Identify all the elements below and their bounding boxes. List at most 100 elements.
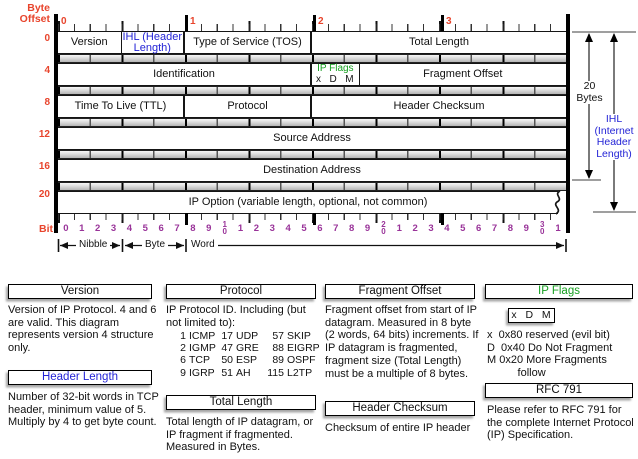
field-tos-cell: Type of Service (TOS) (185, 32, 312, 53)
protocol-number: 2 (180, 342, 186, 355)
protocol-name: IGRP (189, 366, 215, 379)
protocol-table-row: 88 EIGRP (267, 342, 323, 354)
protocol-name: IGMP (189, 342, 216, 355)
bit-number: 7 (174, 223, 180, 234)
top-ruler-bit-ticks (58, 24, 566, 31)
row-separator (58, 86, 566, 95)
protocol-id-table: 1 ICMP 2 IGMP 6 TCP 9 IGRP 17 UDP 47 GRE 50 ESP 51 AH 57… (169, 330, 323, 379)
ruler-number-0: 0 (61, 16, 67, 27)
protocol-name: TCP (189, 354, 210, 367)
byte-scale-label: Byte (142, 239, 169, 251)
panel-title-total-length: Total Length (166, 395, 316, 410)
bit-number: 5 (142, 223, 148, 234)
offset-16: 16 (38, 161, 50, 172)
protocol-name: EIGRP (287, 342, 320, 355)
row-separator (58, 150, 566, 159)
byte-boundary-bar (184, 213, 188, 225)
field-header-checksum-cell: Header Checksum (393, 100, 485, 112)
protocol-table-row: 50 ESP (216, 354, 267, 366)
bit-number: 5 (460, 223, 466, 234)
bit-number: 2 (95, 223, 101, 234)
bit-number: 1 (555, 223, 561, 234)
offset-20: 20 (38, 189, 50, 200)
bit-number: 4 (444, 223, 450, 234)
protocol-table-row: 2 IGMP (169, 342, 216, 354)
panel-title-rfc-791: RFC 791 (485, 383, 633, 398)
protocol-name: UDP (236, 330, 259, 342)
header-row-0: Version IHL (Header Length) Type of Serv… (58, 31, 566, 54)
bit-number: 7 (491, 223, 498, 234)
protocol-name: GRE (236, 342, 259, 355)
header-row-16: Destination Address (58, 159, 566, 182)
panel-body-header-checksum: Checksum of entire IP header (325, 422, 471, 434)
panel-title-version: Version (8, 284, 152, 299)
protocol-number: 1 (180, 330, 186, 342)
protocol-number: 89 (272, 354, 284, 367)
bit-number: 3 (428, 223, 434, 234)
bit-number: 9 (523, 223, 529, 234)
panel-title-fragment-offset: Fragment Offset (325, 284, 475, 299)
field-ip-flags-cell: IP Flags x D M (312, 63, 360, 85)
twenty-bytes-label: 20 Bytes (571, 80, 608, 104)
bit-number: 6 (158, 223, 164, 234)
header-row-20: IP Option (variable length, optional, no… (58, 191, 558, 214)
header-row-4: Identification IP Flags x D M Fragment O… (58, 63, 566, 86)
field-ttl-cell: Time To Live (TTL) (58, 96, 185, 117)
protocol-number: 6 (180, 354, 186, 367)
protocol-table-row: 47 GRE (216, 342, 267, 354)
right-edge-bar (565, 14, 570, 233)
row-separator (58, 118, 566, 127)
protocol-table-row: 6 TCP (169, 354, 216, 366)
panel-title-protocol: Protocol (166, 284, 316, 299)
protocol-table-row: 115 L2TP (267, 367, 323, 379)
protocol-name: SKIP (287, 330, 311, 342)
ihl-label: IHL (Internet Header Length) (590, 113, 638, 160)
bit-number: 2 (412, 223, 418, 234)
panel-body-version: Version of IP Protocol. 4 and 6 are vali… (8, 304, 157, 355)
protocol-table-row: 89 OSPF (267, 354, 323, 366)
field-ip-option-cell: IP Option (variable length, optional, no… (188, 196, 428, 208)
bit-number: 8 (349, 223, 355, 234)
protocol-name: ESP (236, 354, 258, 367)
panel-title-header-checksum: Header Checksum (325, 401, 475, 416)
protocol-number: 47 (221, 342, 233, 355)
byte-boundary-bar (440, 15, 444, 31)
panel-body-fragment-offset: Fragment offset from start of IP datagra… (325, 304, 479, 380)
row-separator (58, 182, 566, 191)
panel-body-header-length: Number of 32-bit words in TCP header, mi… (8, 391, 159, 429)
field-source-address-cell: Source Address (273, 132, 351, 144)
protocol-number: 9 (180, 366, 186, 379)
bit-number: 3 (269, 223, 275, 234)
field-fragment-offset-cell: Fragment Offset (423, 68, 503, 80)
bit-number: 3 (110, 223, 117, 234)
panel-body-rfc-791: Please refer to RFC 791 for the complete… (487, 404, 634, 442)
ruler-number-1: 1 (190, 16, 196, 27)
protocol-name: L2TP (287, 366, 313, 379)
field-total-length-cell: Total Length (409, 36, 469, 48)
panel-title-header-length: Header Length (8, 370, 152, 385)
byte-boundary-bar (184, 15, 188, 31)
field-ihl-cell: IHL (Header Length) (122, 31, 185, 53)
variable-length-squiggle-icon (554, 190, 561, 215)
bit-number: 4 (126, 223, 133, 234)
protocol-table-row: 9 IGRP (169, 367, 216, 379)
byte-offset-label: Byte Offset (19, 2, 50, 25)
protocol-table-column: 1 ICMP 2 IGMP 6 TCP 9 IGRP (169, 330, 216, 379)
byte-boundary-bar (312, 213, 316, 225)
field-protocol-cell: Protocol (185, 96, 312, 117)
bit-number: 1 (237, 223, 244, 234)
bit-number: 8 (190, 223, 196, 234)
protocol-number: 51 (221, 366, 233, 379)
byte-boundary-bar (312, 15, 316, 31)
offset-12: 12 (38, 129, 50, 140)
protocol-number: 17 (221, 330, 233, 342)
bit-label: Bit (39, 223, 53, 235)
offset-4: 4 (44, 65, 50, 76)
protocol-number: 88 (272, 342, 284, 355)
bit-number: 1 (79, 223, 85, 234)
protocol-table-row: 1 ICMP (169, 330, 216, 342)
